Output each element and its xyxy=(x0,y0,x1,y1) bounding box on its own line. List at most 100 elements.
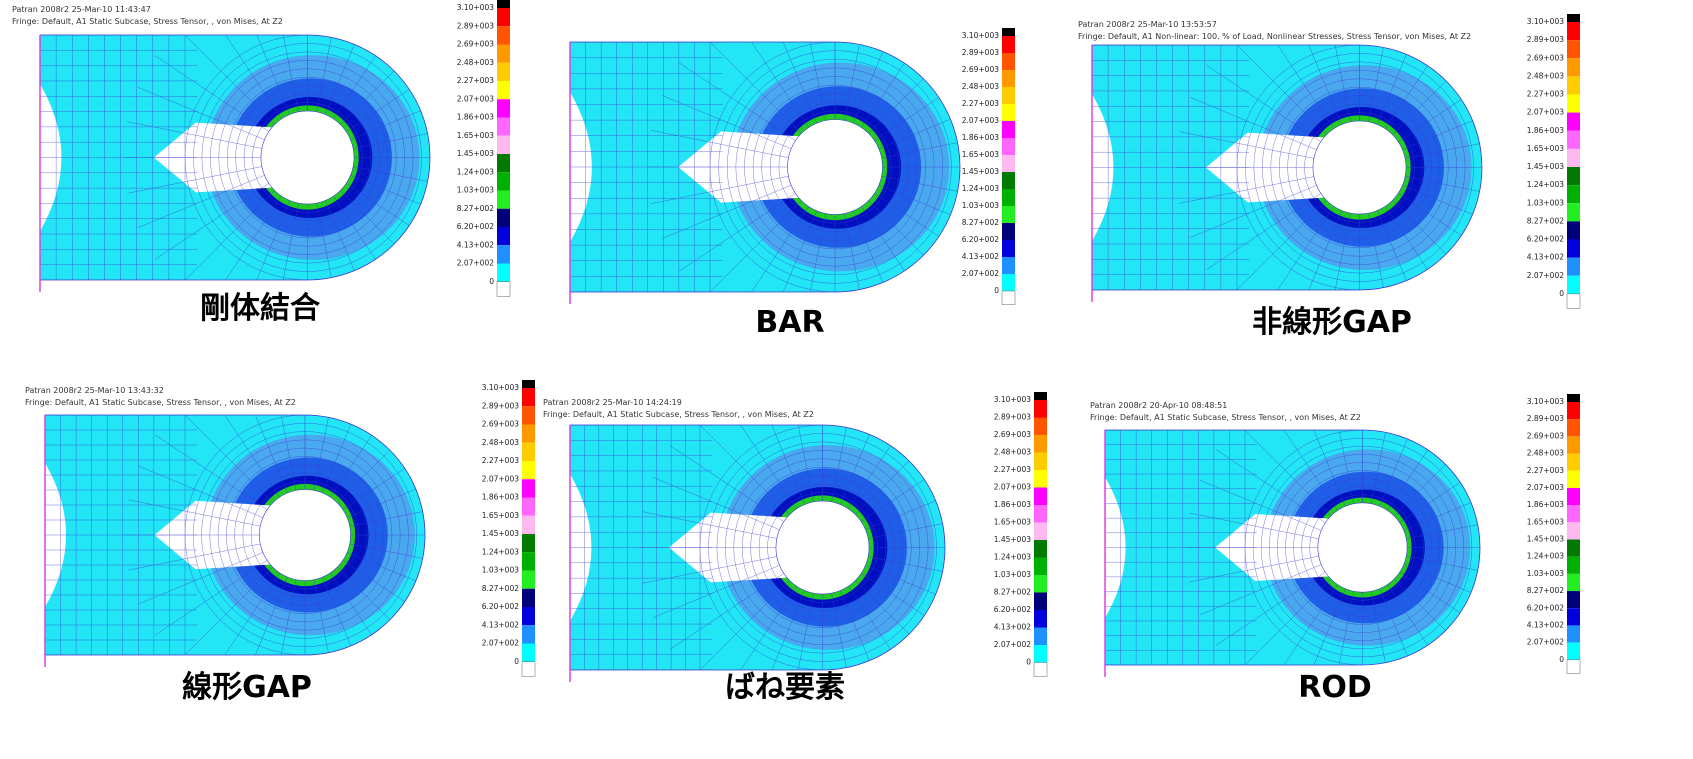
legend-swatch xyxy=(1567,505,1580,522)
legend-label: 2.27+003 xyxy=(1527,466,1565,475)
legend-label: 1.65+003 xyxy=(482,511,520,520)
legend-swatch xyxy=(1567,471,1580,488)
legend-swatch xyxy=(1034,523,1047,541)
legend-label: 2.89+003 xyxy=(457,21,495,30)
legend-label: 2.07+003 xyxy=(482,474,520,483)
legend-label: 1.86+003 xyxy=(457,113,495,122)
legend-label: 2.07+002 xyxy=(482,639,520,648)
legend-swatch xyxy=(1567,294,1580,309)
legend-label: 1.45+003 xyxy=(994,535,1032,544)
legend-label: 4.13+002 xyxy=(994,623,1032,632)
legend-label: 1.45+003 xyxy=(1527,535,1565,544)
legend-label: 2.48+003 xyxy=(457,58,495,67)
legend-label: 4.13+002 xyxy=(482,620,520,629)
result-panel: Patran 2008r2 20-Apr-10 08:48:51 Fringe: … xyxy=(1090,371,1580,724)
legend-label: 1.45+003 xyxy=(962,167,1000,176)
panel-header: Patran 2008r2 20-Apr-10 08:48:51 xyxy=(1090,401,1227,410)
legend-label: 1.86+003 xyxy=(1527,500,1565,509)
legend-label: 2.48+003 xyxy=(962,82,1000,91)
legend-swatch xyxy=(1002,104,1015,121)
legend-swatch xyxy=(1567,402,1580,419)
legend-label: 1.24+003 xyxy=(1527,180,1565,189)
legend-swatch xyxy=(1002,121,1015,138)
legend-swatch xyxy=(1002,189,1015,206)
result-panel: Patran 2008r2 25-Mar-10 13:53:57Fringe: … xyxy=(1078,0,1580,351)
panel-header: Fringe: Default, A1 Static Subcase, Stre… xyxy=(1090,413,1361,422)
legend-swatch xyxy=(522,607,535,625)
hole xyxy=(259,489,350,580)
legend-swatch xyxy=(1567,240,1580,258)
legend-label: 3.10+003 xyxy=(482,383,520,392)
panel-caption: ばね要素 xyxy=(725,670,845,705)
panel-header: Patran 2008r2 25-Mar-10 13:43:32 xyxy=(25,386,164,395)
hole xyxy=(261,111,354,204)
legend-label: 1.65+003 xyxy=(994,518,1032,527)
legend-swatch xyxy=(1002,138,1015,155)
legend-label: 6.20+002 xyxy=(482,602,520,611)
legend-label: 2.48+003 xyxy=(482,438,520,447)
legend-swatch xyxy=(497,26,510,44)
legend-label: 1.24+003 xyxy=(994,553,1032,562)
legend-swatch xyxy=(1002,172,1015,189)
legend-swatch xyxy=(1002,53,1015,70)
legend-label: 2.89+003 xyxy=(962,48,1000,57)
legend-label: 2.69+003 xyxy=(1527,431,1565,440)
legend-label: 2.07+002 xyxy=(1527,271,1565,280)
legend-swatch xyxy=(1034,418,1047,436)
legend-label: 8.27+002 xyxy=(457,204,495,213)
legend-label: 2.89+003 xyxy=(1527,35,1565,44)
legend-swatch xyxy=(1002,87,1015,104)
legend-swatch xyxy=(1567,574,1580,591)
legend-label: 1.03+003 xyxy=(962,201,1000,210)
legend-label: 1.65+003 xyxy=(457,131,495,140)
legend-label: 2.07+002 xyxy=(994,640,1032,649)
legend-cap xyxy=(1034,392,1047,400)
legend-swatch xyxy=(497,154,510,172)
legend-label: 8.27+002 xyxy=(1527,586,1565,595)
result-panel: Patran 2008r2 25-Mar-10 13:43:32Fringe: … xyxy=(25,355,535,715)
legend-swatch xyxy=(497,99,510,117)
legend-swatch xyxy=(1567,58,1580,76)
legend-swatch xyxy=(1567,557,1580,574)
legend-label: 1.65+003 xyxy=(1527,144,1565,153)
legend-swatch xyxy=(522,479,535,497)
legend-swatch xyxy=(1567,488,1580,505)
panel-caption: 線形GAP xyxy=(182,670,312,705)
legend-swatch xyxy=(497,245,510,263)
legend-swatch xyxy=(1567,436,1580,453)
legend-swatch xyxy=(1034,435,1047,453)
legend-label: 4.13+002 xyxy=(457,240,495,249)
legend-label: 2.89+003 xyxy=(994,413,1032,422)
legend-swatch xyxy=(522,516,535,534)
panel-header: Patran 2008r2 25-Mar-10 13:53:57 xyxy=(1078,20,1217,29)
legend-label: 2.27+003 xyxy=(994,465,1032,474)
legend-swatch xyxy=(1034,400,1047,418)
legend-swatch xyxy=(522,461,535,479)
legend-label: 1.03+003 xyxy=(1527,569,1565,578)
legend-label: 6.20+002 xyxy=(457,222,495,231)
legend-swatch xyxy=(522,552,535,570)
legend-label: 2.69+003 xyxy=(994,430,1032,439)
hole xyxy=(788,120,883,215)
legend-swatch xyxy=(1567,258,1580,276)
hole xyxy=(1313,121,1406,214)
hole xyxy=(776,501,869,594)
legend-swatch xyxy=(1567,608,1580,625)
legend-swatch xyxy=(1567,276,1580,294)
hole xyxy=(1318,503,1407,592)
legend-label: 2.27+003 xyxy=(482,456,520,465)
legend-swatch xyxy=(1034,505,1047,523)
legend-cap xyxy=(497,0,510,8)
legend-swatch xyxy=(1567,131,1580,149)
legend-swatch xyxy=(1002,291,1015,305)
legend-label: 8.27+002 xyxy=(482,584,520,593)
legend-cap xyxy=(1567,14,1580,22)
legend-swatch xyxy=(497,191,510,209)
legend-swatch xyxy=(497,8,510,26)
legend-swatch xyxy=(1034,628,1047,646)
legend-swatch xyxy=(522,498,535,516)
panel-header: Fringe: Default, A1 Static Subcase, Stre… xyxy=(543,410,814,419)
panel-header: Fringe: Default, A1 Static Subcase, Stre… xyxy=(12,17,283,26)
legend-label: 2.07+003 xyxy=(962,116,1000,125)
legend-swatch xyxy=(1034,488,1047,506)
